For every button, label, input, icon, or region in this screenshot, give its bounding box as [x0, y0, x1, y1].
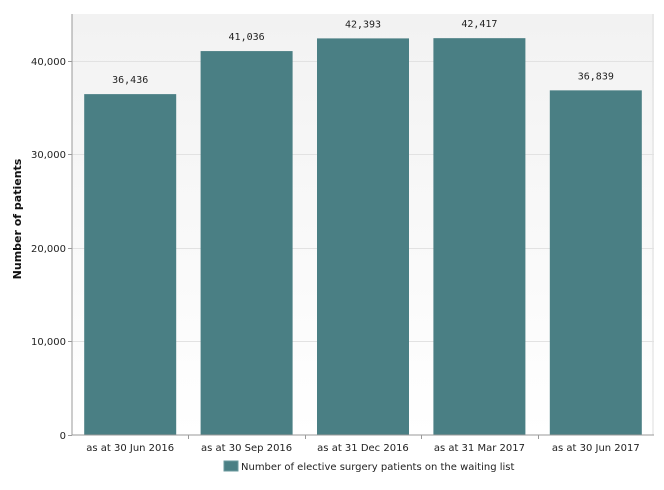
- x-tick-label: as at 30 Jun 2017: [552, 443, 640, 454]
- y-tick-label: 20,000: [31, 244, 66, 255]
- data-label: 42,393: [345, 19, 381, 30]
- x-tick-label: as at 31 Mar 2017: [434, 443, 525, 454]
- y-tick-label: 40,000: [31, 57, 66, 68]
- y-tick-label: 30,000: [31, 150, 66, 161]
- bar: [433, 38, 526, 435]
- x-tick-label: as at 30 Sep 2016: [201, 443, 292, 454]
- data-label: 41,036: [229, 32, 265, 43]
- legend-swatch: [223, 460, 239, 472]
- y-axis-title: Number of patients: [11, 158, 24, 279]
- legend: Number of elective surgery patients on t…: [223, 460, 515, 473]
- legend-label: Number of elective surgery patients on t…: [241, 462, 515, 473]
- y-tick-label: 10,000: [31, 337, 66, 348]
- bar-series: [84, 38, 642, 436]
- x-tick-label: as at 31 Dec 2016: [317, 443, 409, 454]
- data-label: 42,417: [461, 19, 497, 30]
- data-labels: 36,436 41,036 42,393 42,417 36,839: [112, 19, 614, 86]
- bar: [317, 38, 409, 436]
- bar: [200, 51, 293, 436]
- y-axis-ticks: 0 10,000 20,000 30,000 40,000: [31, 57, 72, 442]
- bar: [549, 90, 642, 436]
- y-tick-label: 0: [60, 431, 66, 442]
- data-label: 36,436: [112, 75, 148, 86]
- x-axis-ticks: as at 30 Jun 2016 as at 30 Sep 2016 as at …: [86, 435, 640, 454]
- bar: [84, 94, 177, 436]
- x-tick-label: as at 30 Jun 2016: [86, 443, 174, 454]
- data-label: 36,839: [578, 71, 614, 82]
